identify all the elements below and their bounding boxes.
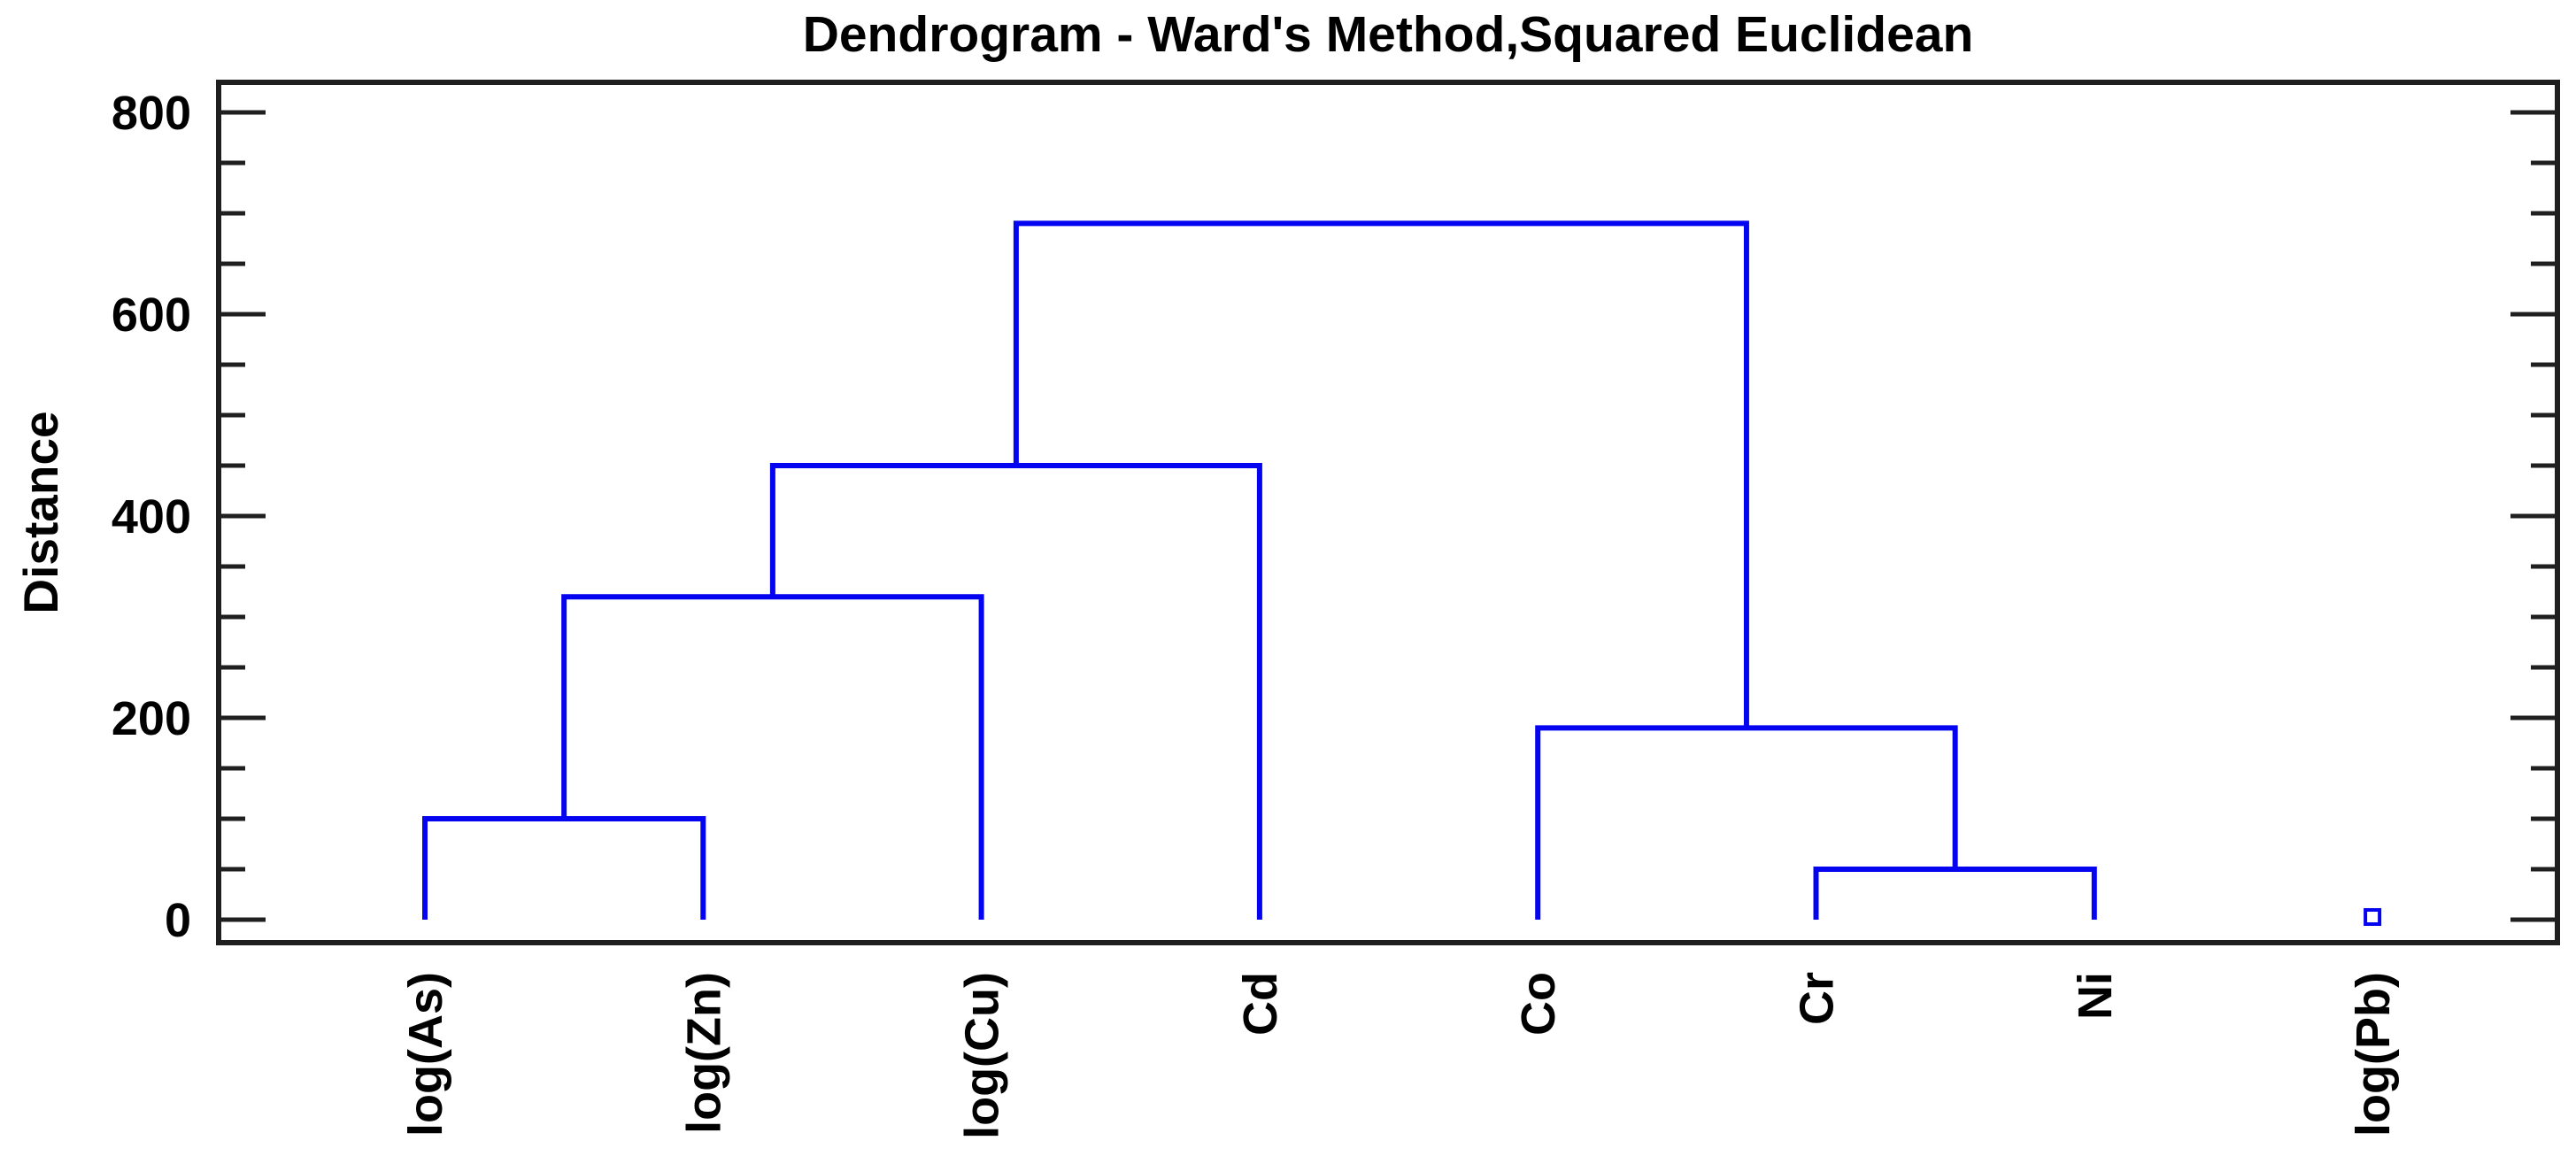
x-leaf-label: Cr xyxy=(1791,972,1844,1025)
dendrogram-link xyxy=(769,463,1262,920)
x-leaf-label: log(As) xyxy=(399,972,452,1137)
x-leaf-label: Cd xyxy=(1234,972,1287,1036)
plot-frame xyxy=(216,80,2560,945)
dendrogram-link xyxy=(1535,725,1958,920)
x-leaf-label: Ni xyxy=(2069,972,2122,1020)
dendrogram-link xyxy=(422,816,706,920)
y-tick-label: 600 xyxy=(112,289,191,342)
y-tick-label: 200 xyxy=(112,692,191,745)
dendrogram-link xyxy=(1013,220,1749,728)
singleton-marker xyxy=(2364,908,2382,926)
dendrogram-link xyxy=(1813,867,2097,920)
chart-title: Dendrogram - Ward's Method,Squared Eucli… xyxy=(802,6,1974,63)
x-leaf-label: log(Zn) xyxy=(677,972,730,1134)
y-tick-label: 400 xyxy=(112,490,191,543)
x-leaf-label: Co xyxy=(1512,972,1565,1036)
x-leaf-label: log(Cu) xyxy=(956,972,1009,1139)
y-tick-label: 0 xyxy=(165,894,191,947)
x-leaf-label: log(Pb) xyxy=(2347,972,2400,1137)
dendrogram-link xyxy=(561,594,984,920)
y-tick-label: 800 xyxy=(112,87,191,140)
